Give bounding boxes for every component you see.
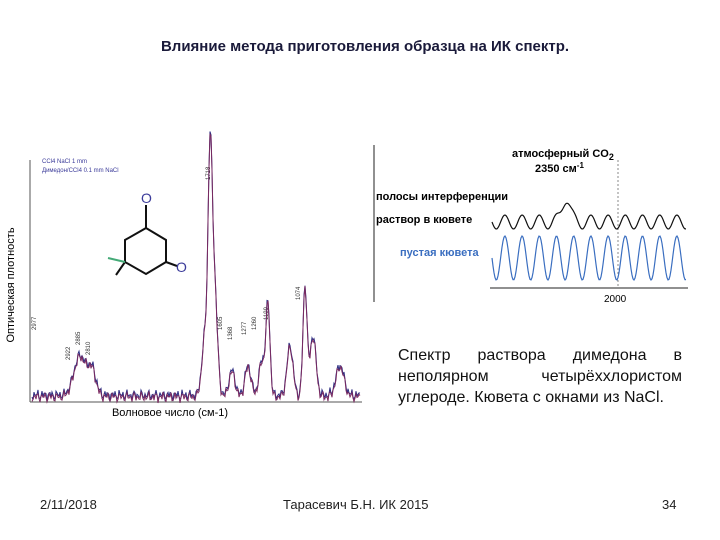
- spectrum-curve: [31, 133, 361, 404]
- molecule: [107, 205, 178, 276]
- footer-date: 2/11/2018: [40, 497, 97, 512]
- peak-label: 2810: [86, 341, 92, 355]
- peak-label: 1368: [228, 326, 234, 340]
- peak-label: 1074: [296, 286, 302, 300]
- y-label: Оптическая плотность: [5, 227, 17, 342]
- atom: O: [176, 259, 187, 275]
- co2-label: атмосферный CO2: [512, 148, 614, 162]
- peak-label: 2977: [32, 316, 38, 330]
- peak-label: 1605: [218, 316, 224, 330]
- footer-author: Тарасевич Б.Н. ИК 2015: [283, 497, 429, 512]
- peak-label: 2922: [66, 346, 72, 360]
- atom: O: [141, 190, 152, 206]
- interference-label: полосы интерференции: [376, 191, 508, 203]
- co2-band: 2350 см-1: [535, 161, 584, 175]
- legend-entry: Димедон/CCl4 0.1 mm NaCl: [42, 168, 119, 174]
- peak-label: 1277: [242, 321, 248, 335]
- solution-label: раствор в кювете: [376, 214, 472, 226]
- peak-label: 1260: [252, 316, 258, 330]
- axis-label: 2000: [604, 294, 627, 305]
- caption: Спектр раствора димедона в неполярном че…: [398, 347, 682, 406]
- footer-page: 34: [662, 497, 677, 512]
- legend-entry: CCl4 NaCl 1 mm: [42, 159, 87, 165]
- x-label: Волновое число (см-1): [112, 407, 228, 419]
- empty-cell-curve: [491, 234, 686, 282]
- empty-label: пустая кювета: [400, 247, 479, 259]
- peak-label: 2885: [76, 331, 82, 345]
- slide-title: Влияние метода приготовления образца на …: [160, 38, 570, 55]
- solution-curve: [491, 202, 686, 230]
